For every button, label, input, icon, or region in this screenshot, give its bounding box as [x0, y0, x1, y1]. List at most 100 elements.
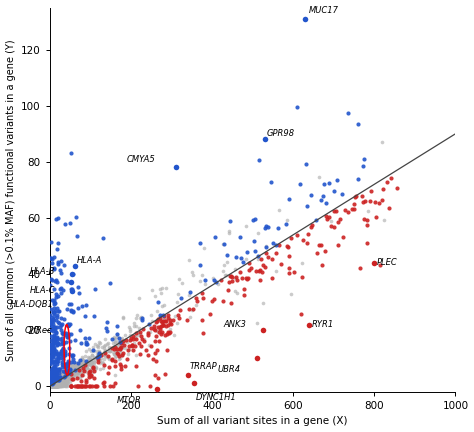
Point [264, 254, 272, 260]
Point [63, 369, 71, 376]
Point [328, 217, 335, 224]
Point [55, 377, 63, 384]
Point [64, 375, 72, 382]
Point [70, 367, 78, 374]
Point [58, 375, 66, 382]
Point [46, 367, 54, 374]
Point [200, 245, 208, 252]
Point [385, 204, 393, 211]
Point [79, 363, 87, 370]
Point [58, 383, 66, 390]
Point [71, 368, 78, 375]
Point [153, 328, 161, 335]
Point [86, 383, 94, 390]
Point [55, 372, 63, 379]
Point [54, 372, 62, 378]
Point [80, 364, 87, 371]
Point [72, 365, 80, 372]
Point [46, 380, 54, 387]
Point [256, 267, 264, 274]
Point [55, 366, 63, 373]
Point [75, 360, 82, 367]
Point [54, 324, 61, 330]
Point [80, 368, 87, 375]
Text: CMYA5: CMYA5 [127, 155, 155, 164]
Point [345, 110, 352, 117]
Point [77, 365, 85, 372]
Point [117, 361, 124, 368]
Point [56, 324, 64, 331]
Point [52, 291, 60, 298]
Point [50, 375, 57, 382]
Point [165, 315, 173, 322]
Point [47, 383, 55, 390]
Point [58, 377, 65, 384]
Point [53, 382, 60, 389]
Point [51, 378, 58, 385]
Point [77, 359, 84, 365]
Point [54, 376, 62, 383]
Point [46, 340, 54, 347]
Point [67, 371, 75, 378]
Text: HLA-A: HLA-A [77, 256, 102, 264]
Point [51, 378, 59, 385]
Point [52, 383, 60, 390]
Point [66, 372, 73, 379]
Point [89, 363, 96, 370]
Point [48, 381, 56, 388]
Point [62, 368, 69, 375]
Point [51, 381, 59, 388]
Point [50, 383, 58, 390]
Point [100, 348, 108, 355]
Point [56, 379, 64, 386]
Point [52, 373, 59, 380]
Point [47, 383, 55, 390]
Point [352, 193, 359, 200]
Point [60, 371, 67, 378]
Point [55, 376, 62, 383]
Point [55, 377, 62, 384]
Point [133, 311, 141, 318]
Point [84, 361, 91, 368]
Point [63, 366, 71, 373]
Point [58, 371, 65, 378]
Point [50, 383, 57, 390]
Point [50, 286, 57, 292]
Point [358, 193, 366, 200]
Point [47, 372, 55, 378]
Point [78, 303, 85, 310]
Point [62, 377, 69, 384]
Point [76, 364, 84, 371]
Point [54, 377, 61, 384]
Point [158, 319, 166, 326]
Point [47, 357, 55, 364]
Point [53, 335, 61, 342]
Point [57, 373, 65, 380]
Point [263, 244, 270, 251]
Point [47, 380, 55, 387]
Point [62, 362, 69, 368]
Point [49, 371, 56, 378]
Point [105, 347, 112, 354]
Point [65, 375, 73, 381]
Point [64, 371, 72, 378]
Point [49, 366, 57, 373]
Point [82, 301, 89, 308]
Point [105, 356, 113, 363]
Point [244, 274, 251, 281]
Point [251, 248, 259, 254]
Point [59, 338, 66, 345]
Point [118, 343, 125, 350]
Point [214, 280, 221, 287]
Point [51, 376, 58, 383]
Point [268, 255, 275, 262]
Point [47, 383, 55, 390]
Point [64, 378, 72, 385]
Point [83, 362, 91, 369]
Point [53, 279, 61, 286]
Point [132, 314, 139, 321]
Point [91, 359, 98, 365]
Point [64, 371, 72, 378]
Point [78, 356, 86, 362]
Point [48, 382, 55, 389]
